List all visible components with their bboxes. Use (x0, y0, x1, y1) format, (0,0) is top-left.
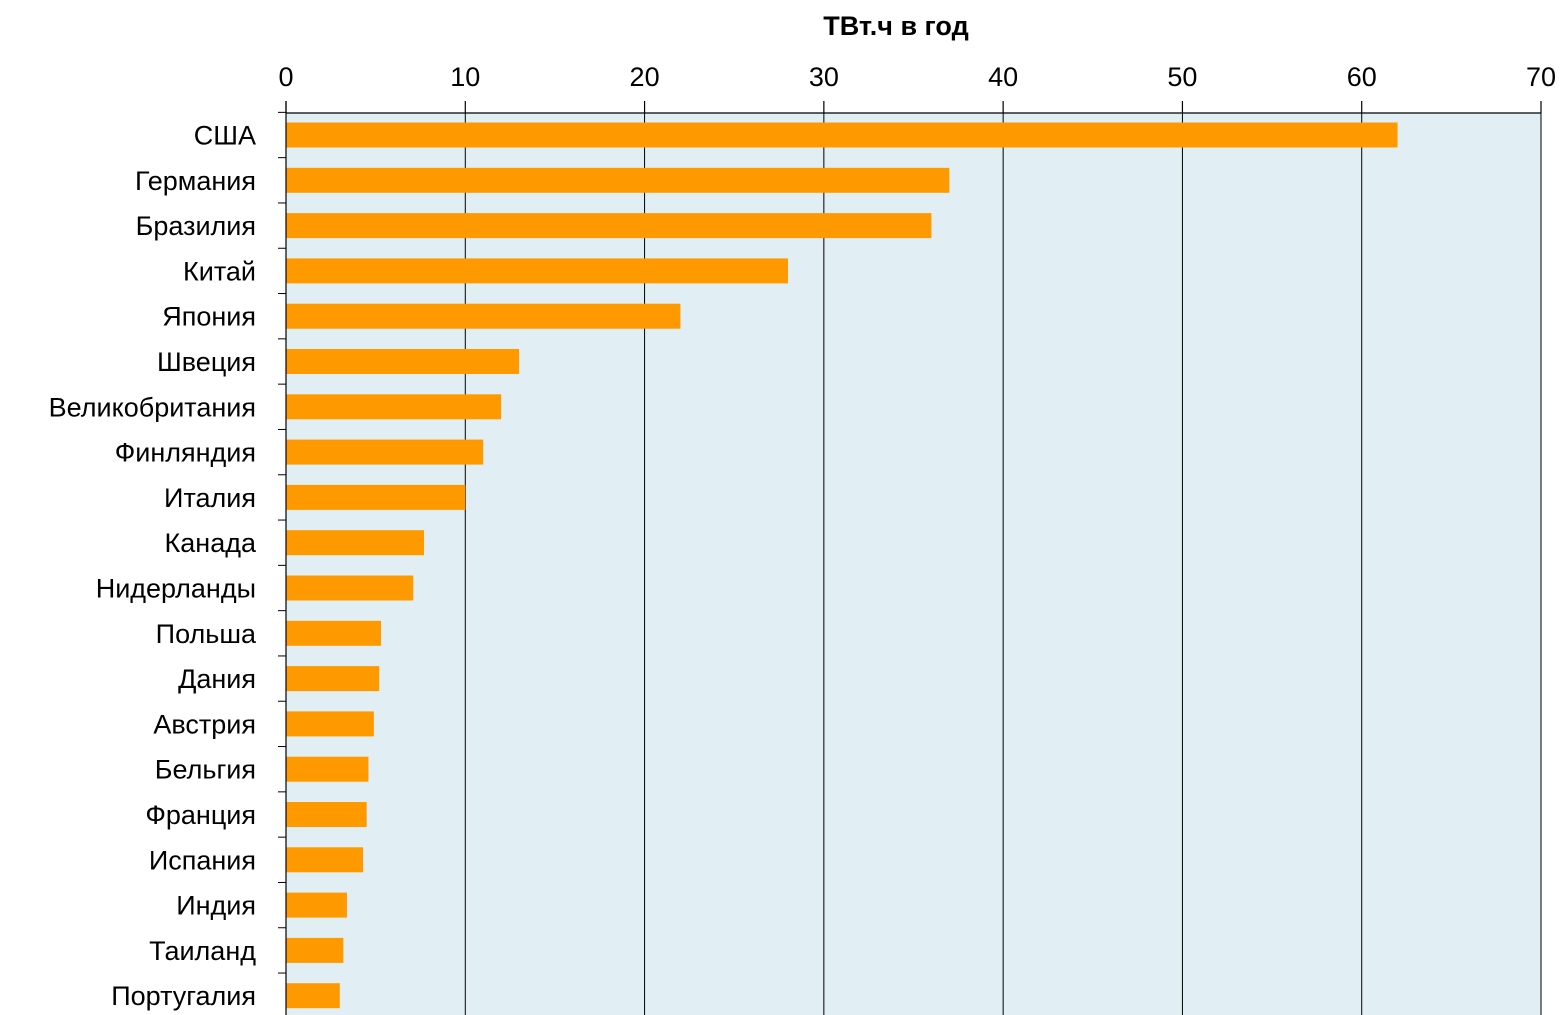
bar-8 (286, 439, 484, 465)
bar-4 (286, 258, 788, 284)
category-label: Дания (178, 664, 256, 694)
bar-5 (286, 303, 681, 329)
category-label: Китай (183, 256, 256, 286)
bar-19 (286, 937, 344, 963)
category-label: Финляндия (115, 438, 256, 468)
category-label: Япония (162, 302, 256, 332)
bar-3 (286, 213, 932, 239)
bar-2 (286, 167, 950, 193)
category-label: Польша (156, 619, 257, 649)
bar-18 (286, 892, 347, 918)
x-tick-label: 70 (1526, 62, 1556, 92)
x-tick-label: 30 (809, 62, 839, 92)
bar-10 (286, 530, 425, 556)
bar-15 (286, 756, 369, 782)
bar-6 (286, 349, 520, 374)
x-tick-label: 20 (630, 62, 660, 92)
bars (286, 122, 1398, 1009)
bar-16 (286, 802, 367, 827)
bar-14 (286, 711, 374, 737)
plot-area (286, 113, 1541, 1015)
bar-17 (286, 847, 364, 873)
bar-9 (286, 484, 466, 510)
axes (278, 101, 1542, 1015)
x-tick-label: 40 (988, 62, 1018, 92)
bar-11 (286, 575, 414, 601)
x-tick-label: 50 (1167, 62, 1197, 92)
bar-7 (286, 394, 502, 420)
category-label: Бельгия (155, 755, 256, 785)
category-label: Индия (176, 891, 256, 921)
bar-12 (286, 620, 382, 646)
x-tick-label: 10 (450, 62, 480, 92)
bar-13 (286, 666, 380, 692)
bar-1 (286, 122, 1398, 148)
category-label: Германия (135, 166, 256, 196)
category-label: Таиланд (149, 936, 256, 966)
category-label: Португалия (111, 981, 256, 1011)
category-label: Великобритания (49, 392, 256, 422)
category-label: Италия (164, 483, 256, 513)
category-labels: США Германия Бразилия Китай Япония Швеция Вели… (49, 121, 257, 1012)
category-label: Бразилия (136, 211, 256, 241)
tick-labels: 0 10 20 30 40 50 60 70 (278, 62, 1556, 92)
category-label: Австрия (153, 709, 256, 739)
x-axis-title: ТВт.ч в год (823, 11, 968, 41)
category-label: Нидерланды (96, 574, 256, 604)
category-label: Испания (149, 845, 256, 875)
x-tick-label: 0 (278, 62, 293, 92)
category-label: Канада (165, 528, 257, 558)
bar-20 (286, 983, 340, 1009)
category-label: Франция (145, 800, 256, 830)
x-tick-label: 60 (1347, 62, 1377, 92)
category-label: Швеция (157, 347, 256, 377)
category-label: США (194, 121, 256, 151)
